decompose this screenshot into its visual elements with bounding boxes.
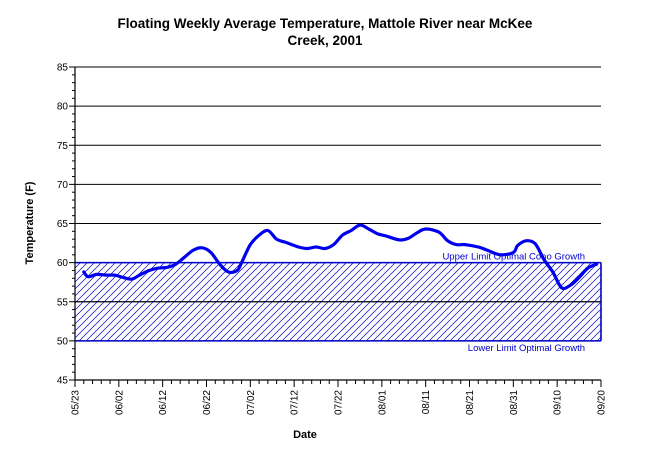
data-point [569,284,572,287]
y-tick-label: 55 [57,297,69,308]
data-point [464,243,466,246]
data-point [512,251,515,254]
data-point [249,243,252,246]
data-point [367,228,370,230]
data-point [175,263,177,266]
optimal-growth-band [75,261,602,342]
data-point [525,239,528,242]
x-tick-label: 06/22 [202,390,213,415]
data-point [499,254,502,256]
data-point [140,273,142,276]
data-point [486,249,488,251]
data-point [201,247,203,249]
x-tick-label: 08/21 [465,390,476,415]
y-tick-label: 85 [57,63,69,74]
x-axis-label: Date [293,429,317,441]
upper-limit-annotation: Upper Limit Optimal Coho Growth [442,252,585,263]
data-point [131,278,133,280]
series [82,223,599,291]
data-point [267,229,269,232]
annotations: Upper Limit Optimal Coho Growth Lower Lim… [442,252,585,354]
data-point [560,286,563,289]
data-point [284,241,287,244]
chart-title-line-1: Floating Weekly Average Temperature, Mat… [118,16,533,31]
data-point [183,256,186,258]
series-line-0 [82,223,599,291]
data-point [424,228,427,230]
data-point [210,251,212,254]
data-point [122,276,124,279]
y-tick-label: 70 [57,180,69,191]
data-point [587,267,589,269]
data-point [166,266,168,269]
data-point [376,232,379,235]
y-tick-label: 45 [57,376,69,387]
data-point [543,258,545,261]
x-tick-label: 07/22 [334,390,345,415]
data-point [359,224,361,226]
y-tick-labels: 45 50 55 60 65 70 75 80 85 [57,63,69,387]
y-tick-label: 80 [57,102,69,113]
x-tick-label: 06/12 [158,390,169,415]
data-point [324,247,326,250]
x-tick-label: 09/20 [597,390,608,415]
chart-title-line-2: Creek, 2001 [287,33,363,48]
y-tick-label: 60 [57,258,69,269]
data-point [275,238,278,240]
data-point [87,275,89,278]
data-point [455,243,458,246]
lower-limit-annotation: Lower Limit Optimal Growth [468,343,585,354]
data-point [236,269,238,272]
data-point [240,261,243,264]
data-point [83,271,85,273]
x-tick-label: 08/31 [509,390,520,415]
x-tick-label: 07/12 [290,390,301,415]
data-point [192,249,195,251]
data-point [157,267,160,269]
y-tick-label: 65 [57,219,69,230]
chart-title: Floating Weekly Average Temperature, Mat… [118,16,533,48]
x-tick-label: 09/10 [553,390,564,415]
data-point [258,234,260,236]
axes [69,66,602,387]
data-point [218,263,221,266]
data-point [341,234,344,236]
x-tick-label: 08/01 [377,390,388,415]
x-tick-label: 05/23 [71,390,82,415]
data-point [148,269,151,272]
data-point [332,243,335,246]
data-point [595,263,598,266]
y-tick-label: 50 [57,336,69,347]
x-tick-label: 06/02 [114,390,125,415]
data-point [516,244,519,247]
data-point [398,239,401,241]
y-axis-label: Temperature (F) [24,181,36,264]
data-point [96,273,98,276]
data-point [113,274,116,276]
x-tick-label: 07/02 [246,390,257,415]
data-point [350,229,353,232]
data-point [534,243,537,245]
data-point [104,274,107,276]
data-point [297,246,300,248]
data-point [446,239,449,242]
data-point [306,247,309,250]
data-point [438,231,440,233]
data-point [416,232,418,234]
data-point [578,276,580,279]
data-point [477,246,480,248]
y-tick-label: 75 [57,141,69,152]
data-point [385,235,388,237]
data-point [552,271,554,273]
data-point [315,246,317,248]
x-tick-labels: 05/23 06/02 06/12 06/22 07/02 07/12 07/22 08/01… [71,390,608,415]
data-point [227,271,230,273]
x-tick-label: 08/11 [421,390,432,415]
data-point [407,237,409,240]
